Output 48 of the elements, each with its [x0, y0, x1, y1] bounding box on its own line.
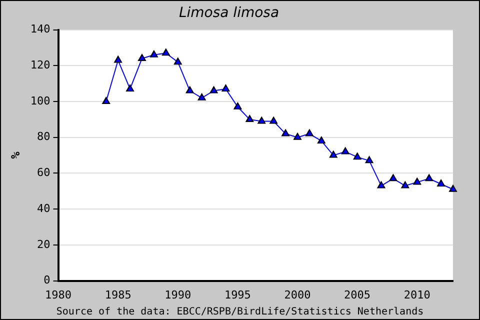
x-tick-label: 1980 [45, 288, 72, 302]
x-tick-label: 1990 [164, 288, 192, 302]
y-axis-title: % [8, 150, 22, 159]
point [413, 178, 422, 185]
x-tick-label: 1995 [224, 288, 251, 302]
y-tick-label: 0 [44, 274, 50, 287]
point [138, 54, 146, 61]
point [425, 174, 434, 182]
point [377, 181, 386, 188]
point [186, 86, 194, 94]
point [162, 48, 170, 56]
point [258, 116, 266, 124]
point [234, 102, 242, 110]
y-tick-label: 140 [30, 22, 50, 36]
point [353, 152, 362, 160]
point [222, 84, 230, 92]
y-tick-label: 120 [30, 58, 50, 72]
y-tick-label: 60 [37, 166, 50, 180]
point [437, 179, 446, 186]
point [114, 56, 122, 63]
point [365, 156, 374, 164]
y-tick-label: 20 [37, 238, 50, 251]
point [294, 132, 302, 140]
point [401, 181, 410, 188]
x-tick-label: 2000 [284, 288, 311, 302]
point [329, 150, 338, 158]
point [174, 58, 182, 65]
point [317, 136, 326, 144]
point [389, 174, 398, 182]
point [198, 93, 206, 100]
point [449, 184, 457, 192]
point [150, 50, 158, 58]
y-tick-label: 40 [37, 202, 50, 215]
x-tick-label: 1985 [104, 288, 132, 302]
x-tick-label: 2010 [404, 288, 430, 302]
point [282, 129, 290, 136]
point [305, 129, 314, 136]
chart-title: Limosa limosa [178, 5, 280, 22]
point [210, 86, 218, 94]
point [102, 97, 110, 104]
x-tick-label: 2005 [344, 288, 371, 302]
point [126, 84, 134, 92]
point [246, 114, 254, 122]
point [270, 116, 278, 124]
source-note: Source of the data: EBCC/RSPB/BirdLife/Statistics Netherlands [56, 306, 424, 318]
y-tick-label: 80 [37, 130, 50, 144]
y-tick-label: 100 [30, 94, 50, 108]
point [341, 147, 350, 154]
